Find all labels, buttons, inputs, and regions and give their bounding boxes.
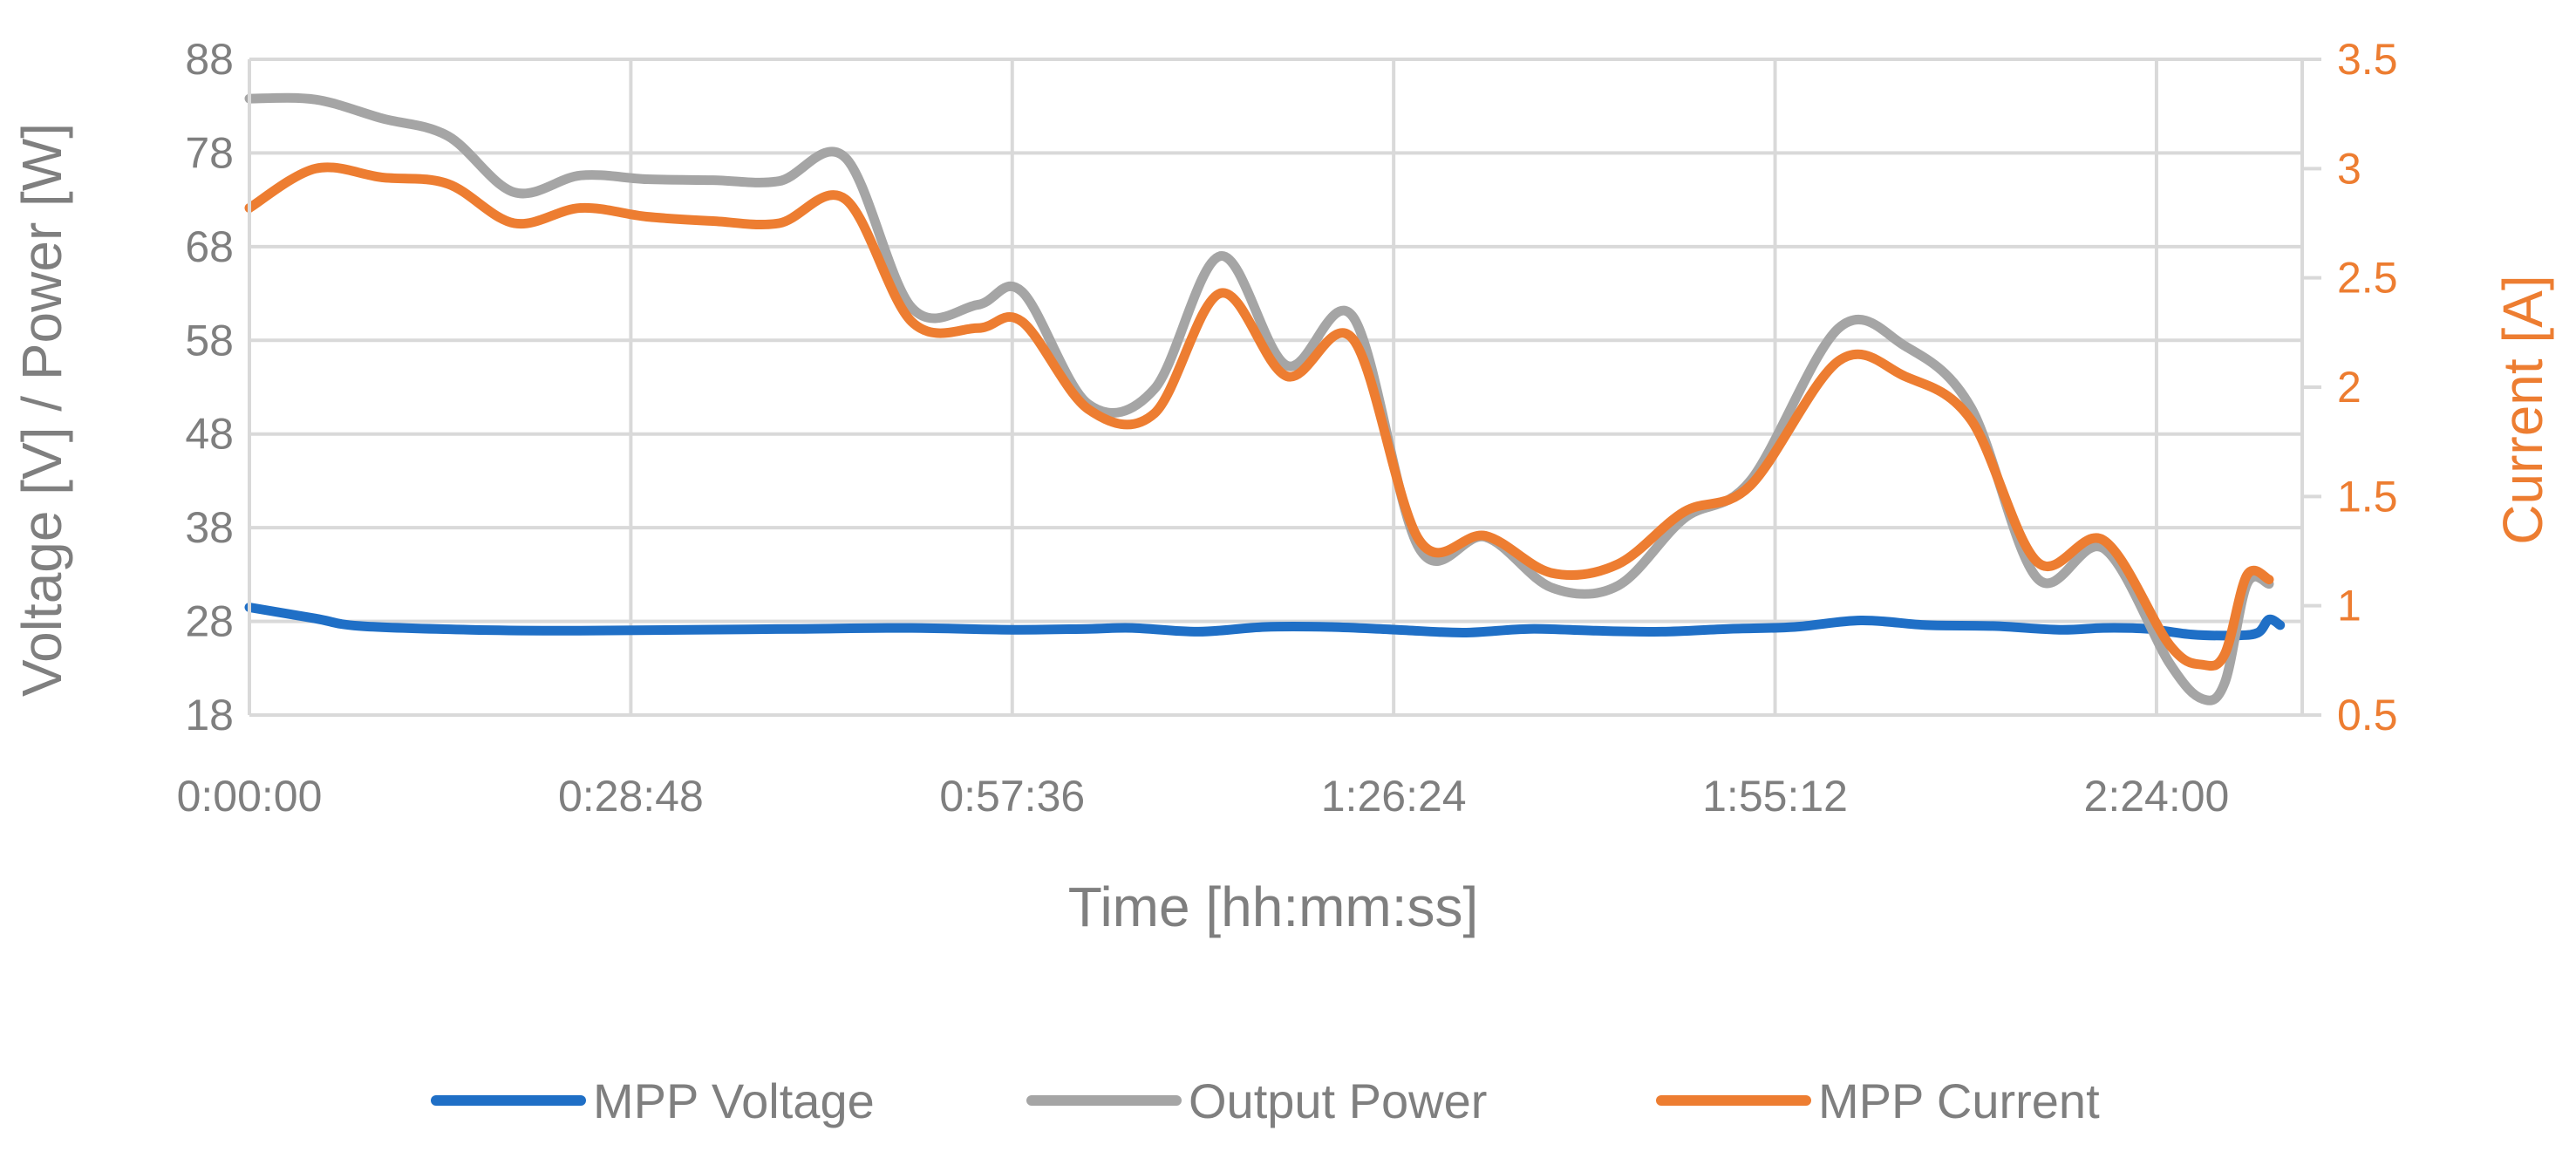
legend-label-mpp-current: MPP Current xyxy=(1818,1073,2100,1128)
y-tick-label-left: 28 xyxy=(185,597,234,646)
y-tick-label-right: 1 xyxy=(2337,582,2361,630)
y-tick-label-left: 88 xyxy=(185,35,234,84)
y-tick-label-left: 18 xyxy=(185,691,234,739)
y-tick-label-left: 68 xyxy=(185,222,234,271)
y-tick-label-right: 2 xyxy=(2337,363,2361,412)
series-line-output-power xyxy=(244,92,2274,705)
legend: MPP Voltage Output Power MPP Current xyxy=(431,1073,2100,1128)
legend-item-mpp-voltage: MPP Voltage xyxy=(431,1073,875,1128)
legend-item-output-power: Output Power xyxy=(1026,1073,1487,1128)
y-tick-label-left: 58 xyxy=(185,316,234,364)
legend-label-mpp-voltage: MPP Voltage xyxy=(593,1073,875,1128)
y-tick-label-right: 1.5 xyxy=(2337,472,2398,521)
x-tick-label: 1:26:24 xyxy=(1321,772,1467,821)
x-tick-label: 0:28:48 xyxy=(558,772,704,821)
y-tick-label-right: 2.5 xyxy=(2337,254,2398,303)
legend-label-output-power: Output Power xyxy=(1189,1073,1487,1128)
y-axis-title-left: Voltage [V] / Power [W] xyxy=(10,123,73,697)
y-tick-label-right: 3 xyxy=(2337,144,2361,193)
y-tick-label-right: 3.5 xyxy=(2337,35,2398,84)
y-tick-label-left: 78 xyxy=(185,128,234,177)
x-tick-label: 2:24:00 xyxy=(2084,772,2230,821)
axes xyxy=(248,58,2321,717)
tick-labels: 18 28 38 48 58 68 78 88 0.5 1 1.5 2 2.5 3 3.5 0:00:00 0:… xyxy=(177,35,2398,821)
y-tick-label-left: 38 xyxy=(185,503,234,552)
legend-item-mpp-current: MPP Current xyxy=(1656,1073,2100,1128)
x-tick-label: 0:00:00 xyxy=(177,772,323,821)
series-line-mpp-voltage xyxy=(244,603,2286,641)
grid xyxy=(248,58,2302,717)
series-line-mpp-current xyxy=(244,162,2274,671)
x-tick-label: 1:55:12 xyxy=(1702,772,1848,821)
y-tick-label-left: 48 xyxy=(185,410,234,459)
x-tick-label: 0:57:36 xyxy=(939,772,1085,821)
x-axis-title: Time [hh:mm:ss] xyxy=(1068,875,1479,938)
y-axis-title-right: Current [A] xyxy=(2491,275,2554,544)
y-tick-label-right: 0.5 xyxy=(2337,691,2398,739)
series-lines xyxy=(244,92,2286,705)
